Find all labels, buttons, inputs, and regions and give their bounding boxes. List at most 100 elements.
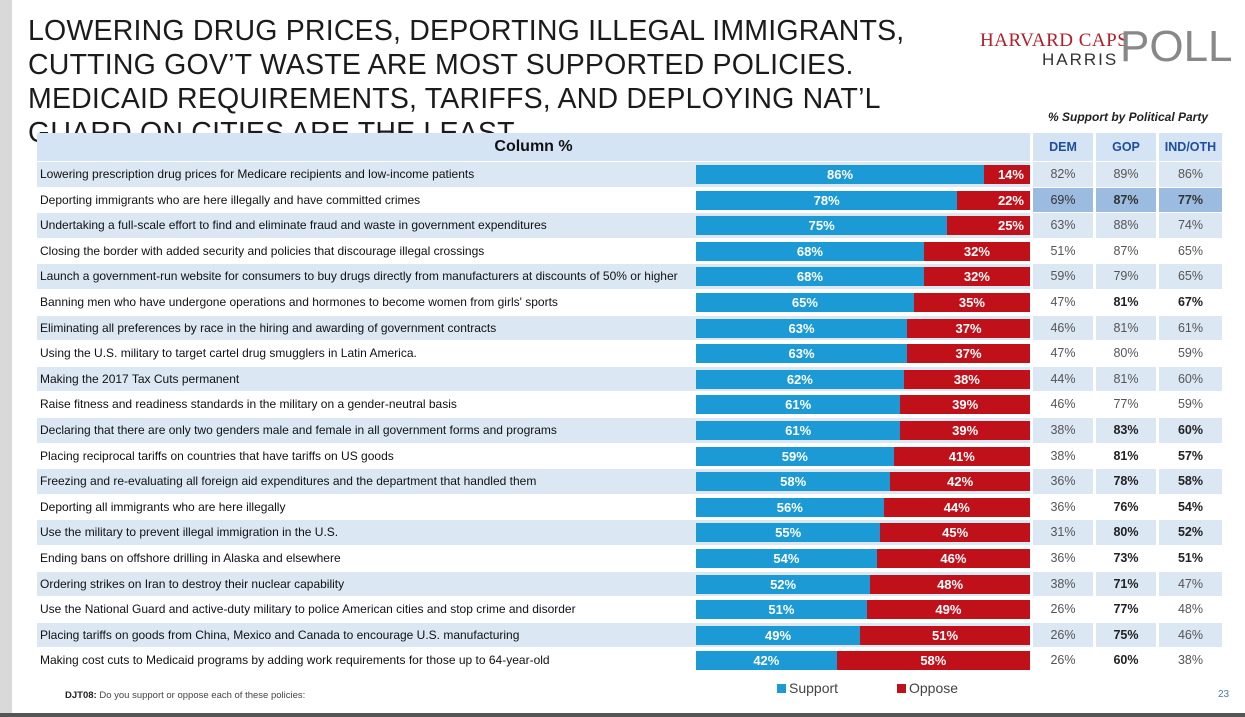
- gop-header: GOP: [1096, 133, 1156, 161]
- gop-value: 71%: [1096, 571, 1156, 597]
- ind-oth-value: 74%: [1159, 213, 1222, 238]
- gop-value: 81%: [1096, 443, 1156, 469]
- oppose-value-label: 38%: [953, 371, 980, 387]
- support-value-label: 54%: [773, 551, 800, 566]
- support-value-label: 56%: [776, 499, 803, 515]
- support-bar: 68%: [696, 267, 924, 287]
- table-row: Undertaking a full-scale effort to find …: [37, 213, 1222, 239]
- table-row: Closing the border with added security a…: [37, 238, 1222, 265]
- policy-label: Making the 2017 Tax Cuts permanent: [37, 366, 698, 392]
- ind-oth-value: 60%: [1159, 418, 1222, 443]
- dem-value: 36%: [1033, 469, 1093, 494]
- policy-label: Deporting immigrants who are here illega…: [40, 192, 421, 207]
- support-bar: 51%: [696, 600, 867, 620]
- policy-label: Using the U.S. military to target cartel…: [40, 346, 417, 361]
- oppose-value-label: 49%: [935, 602, 962, 618]
- oppose-bar: 41%: [893, 446, 1030, 466]
- dem-value: 46%: [1033, 392, 1093, 417]
- ind-oth-value: 59%: [1159, 392, 1222, 417]
- support-value-label: 51%: [768, 602, 795, 618]
- oppose-bar: 46%: [876, 549, 1030, 568]
- oppose-value-label: 51%: [932, 627, 959, 643]
- ind-oth-value: 65%: [1159, 264, 1222, 289]
- footnote-code: DJT08:: [65, 690, 97, 701]
- support-bar: 61%: [696, 421, 901, 440]
- dem-value: 26%: [1033, 648, 1093, 673]
- oppose-bar: 37%: [907, 344, 1030, 364]
- gop-value: 87%: [1096, 238, 1156, 264]
- table-row: Freezing and re-evaluating all foreign a…: [37, 469, 1222, 495]
- oppose-value-label: 39%: [952, 397, 979, 413]
- ind-oth-value: 86%: [1159, 162, 1222, 187]
- frame-bottom-edge: [0, 713, 1245, 717]
- slide-title: LOWERING DRUG PRICES, DEPORTING ILLEGAL …: [28, 15, 905, 149]
- oppose-value-label: 22%: [997, 192, 1024, 208]
- policy-label: Use the military to prevent illegal immi…: [37, 520, 698, 545]
- policy-label: Making cost cuts to Medicaid programs by…: [40, 653, 550, 668]
- question-footnote: DJT08: Do you support or oppose each of …: [65, 690, 305, 701]
- oppose-bar: 58%: [836, 651, 1030, 671]
- policy-label: Placing reciprocal tariffs on countries …: [40, 448, 394, 463]
- support-value-label: 63%: [788, 320, 815, 336]
- legend-support: Support: [777, 680, 838, 696]
- table-row: Deporting immigrants who are here illega…: [37, 187, 1222, 214]
- oppose-value-label: 44%: [943, 499, 970, 515]
- support-value-label: 58%: [780, 474, 807, 490]
- oppose-value-label: 14%: [997, 167, 1024, 182]
- oppose-value-label: 35%: [958, 295, 985, 310]
- gop-value: 73%: [1096, 546, 1156, 571]
- table-row: Raise fitness and readiness standards in…: [37, 392, 1222, 418]
- dem-value: 47%: [1033, 341, 1093, 366]
- dem-header: DEM: [1033, 133, 1093, 161]
- legend-oppose-swatch: [897, 683, 906, 693]
- table-row: Using the U.S. military to target cartel…: [37, 341, 1222, 367]
- oppose-value-label: 46%: [940, 551, 967, 566]
- dem-value: 46%: [1033, 315, 1093, 341]
- policy-label: Use the National Guard and active-duty m…: [40, 602, 576, 617]
- gop-value: 77%: [1096, 597, 1156, 622]
- ind-oth-value: 67%: [1159, 290, 1222, 315]
- ind-oth-value: 59%: [1159, 341, 1222, 366]
- oppose-bar: 35%: [913, 293, 1030, 312]
- support-bar: 42%: [696, 651, 837, 671]
- oppose-value-label: 32%: [963, 243, 990, 259]
- frame-left-edge: [0, 0, 12, 717]
- oppose-bar: 39%: [900, 395, 1030, 415]
- page-number: 23: [1218, 689, 1230, 700]
- table-row: Launch a government-run website for cons…: [37, 264, 1222, 290]
- gop-value: 78%: [1096, 469, 1156, 494]
- policy-label: Placing tariffs on goods from China, Mex…: [37, 622, 698, 648]
- table-header-row: Column % DEM GOP IND/OTH: [37, 133, 1222, 161]
- table-row: Lowering prescription drug prices for Me…: [37, 162, 1222, 188]
- table-row: Ordering strikes on Iran to destroy thei…: [37, 571, 1222, 598]
- gop-value: 77%: [1096, 392, 1156, 417]
- oppose-value-label: 58%: [920, 653, 947, 669]
- dem-value: 38%: [1033, 571, 1093, 597]
- support-bar: 58%: [696, 472, 891, 492]
- support-bar: 63%: [696, 318, 908, 338]
- policy-label: Lowering prescription drug prices for Me…: [37, 162, 698, 187]
- oppose-bar: 37%: [907, 318, 1030, 338]
- ind-oth-value: 77%: [1159, 187, 1222, 213]
- logo-line2: HARRIS: [1042, 50, 1119, 69]
- gop-value: 87%: [1096, 187, 1156, 213]
- dem-value: 38%: [1033, 418, 1093, 443]
- gop-value: 80%: [1096, 520, 1156, 545]
- support-value-label: 62%: [786, 371, 813, 387]
- ind-oth-value: 48%: [1159, 597, 1222, 622]
- oppose-bar: 14%: [984, 165, 1030, 184]
- support-bar: 75%: [696, 216, 948, 236]
- harvard-caps-harris-poll-logo: HARVARD CAPS HARRIS POLL: [970, 24, 1233, 70]
- table-row: Making the 2017 Tax Cuts permanent 62% 38%…: [37, 366, 1222, 393]
- gop-value: 76%: [1096, 494, 1156, 520]
- support-value-label: 61%: [785, 397, 812, 413]
- oppose-bar: 32%: [923, 241, 1030, 261]
- dem-value: 63%: [1033, 213, 1093, 238]
- policy-label: Banning men who have undergone operation…: [40, 295, 558, 309]
- dem-value: 26%: [1033, 597, 1093, 622]
- dem-value: 69%: [1033, 187, 1093, 213]
- dem-value: 51%: [1033, 238, 1093, 264]
- oppose-bar: 48%: [870, 574, 1030, 594]
- column-percent-header: Column %: [37, 133, 1030, 161]
- oppose-bar: 51%: [860, 625, 1030, 645]
